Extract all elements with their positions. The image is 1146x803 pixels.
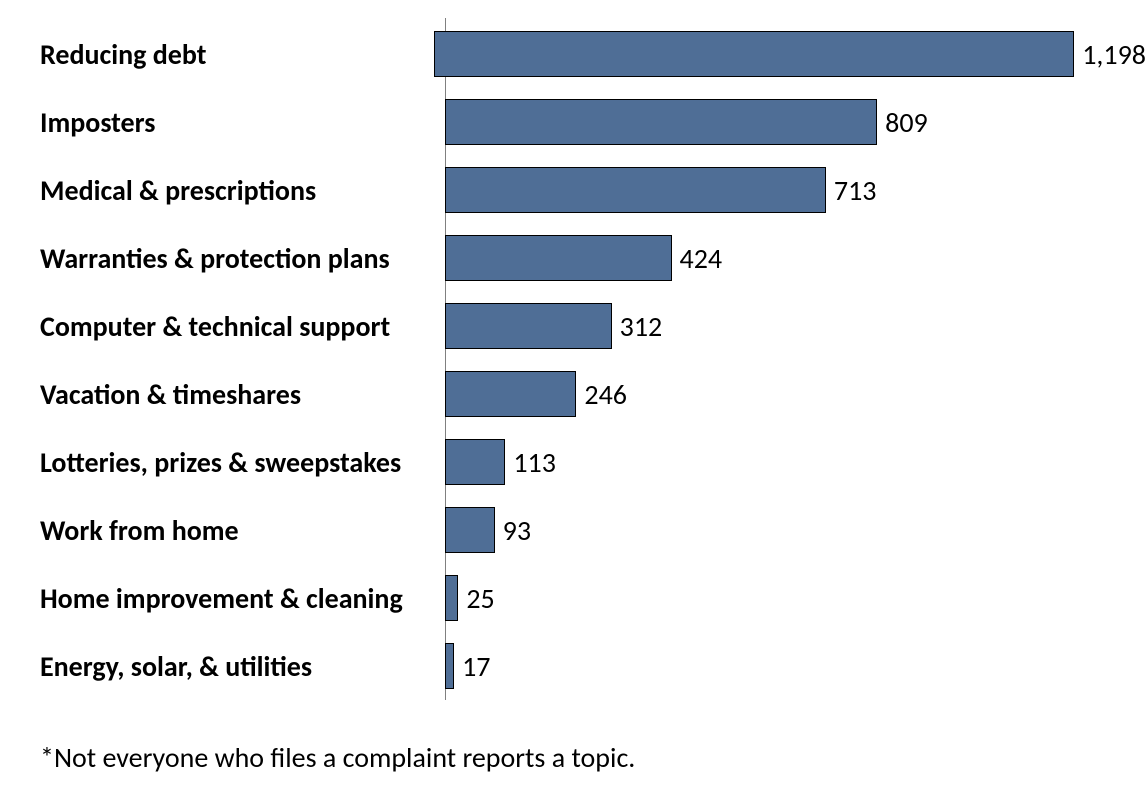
- bar-value: 1,198: [1074, 37, 1146, 72]
- bar-row: Imposters 809: [0, 88, 1146, 156]
- bar: [434, 31, 1074, 77]
- category-label: Lotteries, prizes & sweepstakes: [0, 445, 445, 480]
- bar-value: 809: [877, 105, 928, 140]
- bar-value: 25: [458, 581, 494, 616]
- bar-area: 25: [445, 564, 1146, 632]
- bar: [445, 235, 672, 281]
- bar-area: 246: [445, 360, 1146, 428]
- bar-row: Energy, solar, & utilities 17: [0, 632, 1146, 700]
- bar-value: 713: [826, 173, 877, 208]
- bar: [445, 167, 826, 213]
- bar-area: 424: [445, 224, 1146, 292]
- bar-area: 809: [445, 88, 1146, 156]
- bar-row: Work from home 93: [0, 496, 1146, 564]
- bar: [445, 303, 612, 349]
- bar-area: 113: [445, 428, 1146, 496]
- bar-row: Warranties & protection plans 424: [0, 224, 1146, 292]
- bar-row: Reducing debt 1,198: [0, 20, 1146, 88]
- bar-row: Computer & technical support 312: [0, 292, 1146, 360]
- category-label: Medical & prescriptions: [0, 173, 445, 208]
- bar-row: Medical & prescriptions 713: [0, 156, 1146, 224]
- bar: [445, 643, 454, 689]
- bar-row: Lotteries, prizes & sweepstakes 113: [0, 428, 1146, 496]
- bar-value: 93: [495, 513, 531, 548]
- bar-value: 312: [612, 309, 663, 344]
- category-label: Warranties & protection plans: [0, 241, 445, 276]
- bar-area: 93: [445, 496, 1146, 564]
- bar-row: Vacation & timeshares 246: [0, 360, 1146, 428]
- bar-area: 713: [445, 156, 1146, 224]
- chart-container: Reducing debt 1,198 Imposters 809 Medica…: [0, 0, 1146, 803]
- bar-area: 17: [445, 632, 1146, 700]
- bar: [445, 507, 495, 553]
- bar: [445, 99, 877, 145]
- category-label: Reducing debt: [0, 37, 434, 72]
- bar-row: Home improvement & cleaning 25: [0, 564, 1146, 632]
- footnote-text: *Not everyone who files a complaint repo…: [40, 740, 635, 775]
- bar-area: 312: [445, 292, 1146, 360]
- category-label: Home improvement & cleaning: [0, 581, 445, 616]
- category-label: Vacation & timeshares: [0, 377, 445, 412]
- category-label: Imposters: [0, 105, 445, 140]
- category-label: Computer & technical support: [0, 309, 445, 344]
- bar-value: 246: [576, 377, 627, 412]
- bar: [445, 439, 505, 485]
- bar: [445, 575, 458, 621]
- category-label: Work from home: [0, 513, 445, 548]
- bar-area: 1,198: [434, 20, 1146, 88]
- bar-value: 113: [505, 445, 556, 480]
- bar-value: 17: [454, 649, 490, 684]
- category-label: Energy, solar, & utilities: [0, 649, 445, 684]
- bar-value: 424: [672, 241, 723, 276]
- bar: [445, 371, 576, 417]
